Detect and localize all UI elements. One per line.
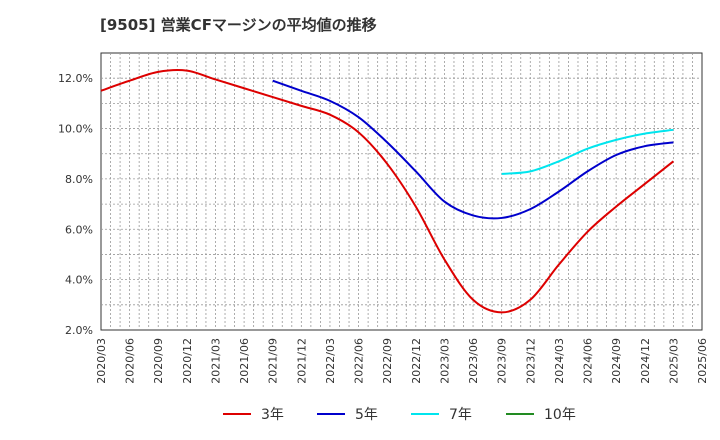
- x-tick-label: 2021/06: [238, 338, 251, 384]
- y-tick-label: 12.0%: [58, 72, 93, 85]
- series-line-2: [272, 79, 674, 220]
- chart-title: [9505] 営業CFマージンの平均値の推移: [100, 16, 377, 34]
- x-tick-label: 2024/09: [610, 338, 623, 384]
- x-tick-label: 2022/09: [381, 338, 394, 384]
- legend-label: 7年: [449, 407, 472, 423]
- y-tick-label: 8.0%: [65, 173, 93, 186]
- legend: 3年 5年 7年 10年: [223, 407, 576, 423]
- x-tick-label: 2023/09: [496, 338, 509, 384]
- x-tick-label: 2022/12: [410, 338, 423, 384]
- y-tick-label: 10.0%: [58, 123, 93, 136]
- y-tick-label: 4.0%: [65, 274, 93, 287]
- series-lines: [100, 69, 675, 314]
- x-tick-label: 2023/06: [467, 338, 480, 384]
- x-tick-label: 2024/03: [553, 338, 566, 384]
- x-tick-label: 2024/12: [639, 338, 652, 384]
- x-tick-label: 2021/09: [267, 338, 280, 384]
- x-tick-label: 2022/06: [353, 338, 366, 384]
- x-tick-label: 2020/09: [152, 338, 165, 384]
- series-line-1: [100, 69, 675, 314]
- legend-label: 10年: [544, 407, 576, 423]
- x-tick-label: 2023/03: [438, 338, 451, 384]
- plot-frame: [100, 52, 703, 331]
- x-tick-label: 2020/03: [95, 338, 108, 384]
- x-tick-label: 2021/03: [209, 338, 222, 384]
- x-tick-label: 2021/12: [295, 338, 308, 384]
- x-tick-label: 2025/03: [667, 338, 680, 384]
- y-tick-label: 2.0%: [65, 324, 93, 337]
- x-tick-label: 2020/06: [124, 338, 137, 384]
- legend-label: 3年: [261, 407, 284, 423]
- x-tick-label: 2020/12: [181, 338, 194, 384]
- series-line-3: [501, 128, 674, 175]
- legend-label: 5年: [355, 407, 378, 423]
- x-axis: 2020/03 2020/06 2020/09 2020/12 2021/03 2021/…: [95, 338, 709, 384]
- x-tick-label: 2022/03: [324, 338, 337, 384]
- y-axis: 2.0% 4.0% 6.0% 8.0% 10.0% 12.0%: [58, 72, 93, 337]
- x-tick-label: 2023/12: [524, 338, 537, 384]
- x-tick-label: 2025/06: [696, 338, 709, 384]
- plot-area: [100, 52, 703, 331]
- y-tick-label: 6.0%: [65, 223, 93, 236]
- x-tick-label: 2024/06: [582, 338, 595, 384]
